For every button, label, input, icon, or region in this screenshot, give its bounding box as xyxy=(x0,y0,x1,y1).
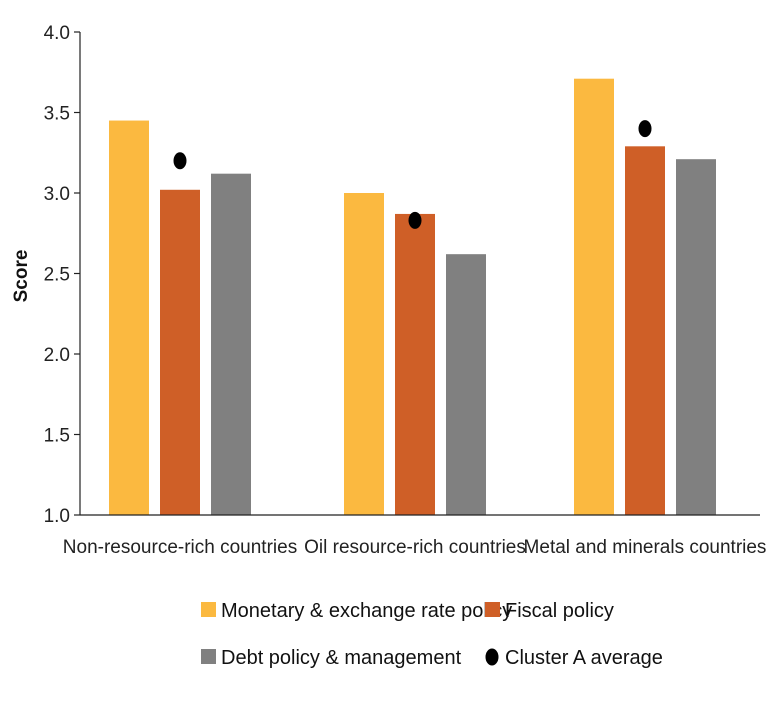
legend-swatch xyxy=(201,602,216,617)
y-axis: 1.0 1.5 2.0 2.5 3.0 3.5 4.0 xyxy=(44,23,81,527)
bar-fiscal-0 xyxy=(160,189,200,515)
legend-label: Fiscal policy xyxy=(505,600,614,622)
legend-label: Monetary & exchange rate policy xyxy=(221,600,512,622)
cluster-average-marker-2 xyxy=(638,120,652,138)
y-tick-label: 3.0 xyxy=(44,184,70,205)
legend-swatch xyxy=(201,649,216,664)
legend-label: Debt policy & management xyxy=(221,647,462,669)
y-tick-label: 2.0 xyxy=(44,345,70,366)
bar-debt-1 xyxy=(446,254,486,515)
x-axis: Non-resource-rich countries Oil resource-… xyxy=(63,514,767,558)
x-category-label: Metal and minerals countries xyxy=(524,537,767,558)
cluster-average-marker-1 xyxy=(408,211,422,229)
legend-swatch xyxy=(485,602,500,617)
y-tick-label: 4.0 xyxy=(44,23,70,44)
legend-marker xyxy=(485,648,499,666)
y-tick-label: 3.5 xyxy=(44,104,70,125)
bar-fiscal-2 xyxy=(625,146,665,515)
bar-monetary-1 xyxy=(344,193,384,515)
x-category-label: Non-resource-rich countries xyxy=(63,537,297,558)
bar-monetary-0 xyxy=(109,120,149,516)
bar-fiscal-1 xyxy=(395,213,435,515)
y-axis-label: Score xyxy=(11,250,32,303)
bar-debt-0 xyxy=(211,173,251,515)
y-tick-label: 2.5 xyxy=(44,265,70,286)
y-tick-label: 1.5 xyxy=(44,426,70,447)
x-category-label: Oil resource-rich countries xyxy=(304,537,526,558)
bars xyxy=(109,78,716,516)
y-tick-label: 1.0 xyxy=(44,506,70,527)
cluster-markers xyxy=(173,120,652,229)
legend-label: Cluster A average xyxy=(505,647,663,669)
bar-monetary-2 xyxy=(574,78,614,515)
cluster-average-marker-0 xyxy=(173,152,187,170)
bar-debt-2 xyxy=(676,159,716,515)
